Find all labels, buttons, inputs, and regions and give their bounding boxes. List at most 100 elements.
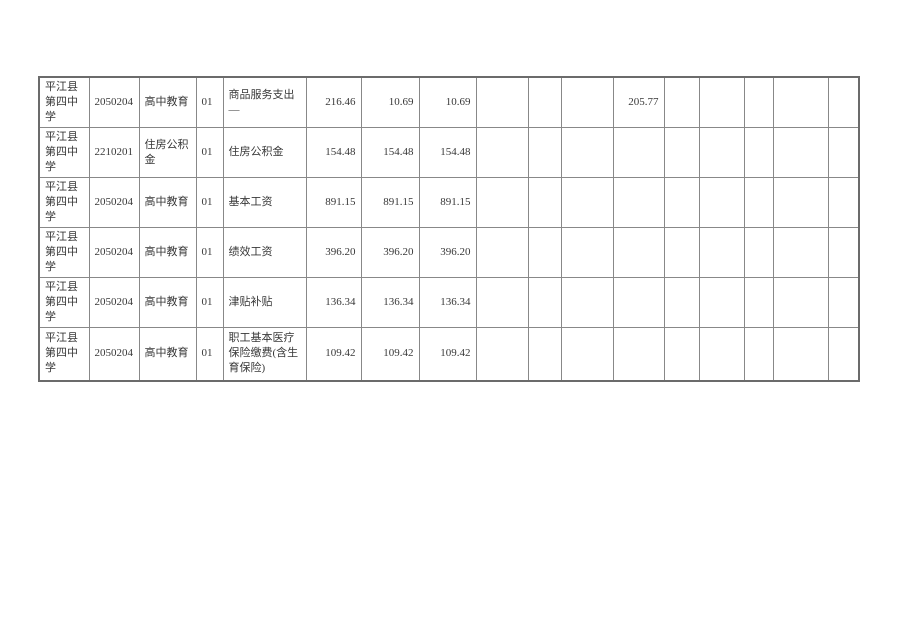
cell-function-name: 高中教育 xyxy=(138,327,197,381)
cell-function-name: 高中教育 xyxy=(138,76,197,128)
cell-amount xyxy=(475,277,529,328)
cell-amount xyxy=(698,277,745,328)
cell-amount: 10.69 xyxy=(360,76,420,128)
table-row: 平江县第四中学 2050204 高中教育 01 津贴补贴 136.34 136.34 136.… xyxy=(38,277,860,328)
cell-amount xyxy=(827,76,860,128)
cell-amount: 154.48 xyxy=(360,127,420,178)
cell-amount xyxy=(527,177,562,228)
cell-function-code: 2050204 xyxy=(88,277,140,328)
cell-economic-code: 01 xyxy=(195,227,224,278)
cell-amount xyxy=(743,227,774,278)
cell-amount xyxy=(772,76,829,128)
cell-amount xyxy=(698,127,745,178)
cell-amount xyxy=(772,127,829,178)
cell-amount xyxy=(475,327,529,381)
cell-function-name: 高中教育 xyxy=(138,277,197,328)
cell-function-code: 2050204 xyxy=(88,177,140,228)
cell-amount xyxy=(663,277,700,328)
table-row: 平江县第四中学 2050204 高中教育 01 绩效工资 396.20 396.20 396.… xyxy=(38,227,860,278)
cell-amount xyxy=(827,177,860,228)
cell-amount xyxy=(698,227,745,278)
cell-amount xyxy=(743,76,774,128)
budget-table: 平江县第四中学 2050204 高中教育 01 商品服务支出— 216.46 10.69 10… xyxy=(38,76,860,382)
cell-amount xyxy=(663,327,700,381)
cell-amount xyxy=(772,277,829,328)
cell-amount xyxy=(475,177,529,228)
cell-item-name: 商品服务支出— xyxy=(222,76,307,128)
cell-amount xyxy=(612,177,665,228)
cell-amount: 891.15 xyxy=(360,177,420,228)
cell-amount: 396.20 xyxy=(418,227,477,278)
cell-amount xyxy=(475,127,529,178)
cell-amount xyxy=(560,177,614,228)
cell-economic-code: 01 xyxy=(195,177,224,228)
cell-amount xyxy=(743,327,774,381)
cell-item-name: 津贴补贴 xyxy=(222,277,307,328)
cell-amount: 109.42 xyxy=(305,327,362,381)
cell-amount xyxy=(827,227,860,278)
cell-amount: 891.15 xyxy=(418,177,477,228)
cell-amount: 154.48 xyxy=(418,127,477,178)
cell-amount xyxy=(560,127,614,178)
cell-economic-code: 01 xyxy=(195,76,224,128)
cell-amount xyxy=(827,127,860,178)
cell-function-code: 2210201 xyxy=(88,127,140,178)
cell-amount xyxy=(612,327,665,381)
cell-amount xyxy=(612,127,665,178)
cell-amount xyxy=(560,76,614,128)
cell-function-name: 住房公积金 xyxy=(138,127,197,178)
cell-item-name: 绩效工资 xyxy=(222,227,307,278)
cell-amount: 396.20 xyxy=(360,227,420,278)
cell-amount xyxy=(698,327,745,381)
cell-amount: 109.42 xyxy=(360,327,420,381)
cell-economic-code: 01 xyxy=(195,127,224,178)
cell-amount xyxy=(772,227,829,278)
cell-economic-code: 01 xyxy=(195,277,224,328)
cell-amount xyxy=(560,227,614,278)
table-row: 平江县第四中学 2210201 住房公积金 01 住房公积金 154.48 154.48 15… xyxy=(38,127,860,178)
cell-amount xyxy=(475,227,529,278)
cell-function-code: 2050204 xyxy=(88,76,140,128)
cell-amount xyxy=(663,227,700,278)
cell-amount xyxy=(698,177,745,228)
cell-amount xyxy=(827,277,860,328)
cell-amount xyxy=(743,177,774,228)
cell-function-code: 2050204 xyxy=(88,327,140,381)
cell-function-name: 高中教育 xyxy=(138,227,197,278)
cell-function-code: 2050204 xyxy=(88,227,140,278)
cell-amount xyxy=(827,327,860,381)
table-row: 平江县第四中学 2050204 高中教育 01 职工基本医疗保险缴费(含生育保险) 109… xyxy=(38,327,860,381)
budget-table-body: 平江县第四中学 2050204 高中教育 01 商品服务支出— 216.46 10.69 10… xyxy=(38,76,860,381)
cell-item-name: 住房公积金 xyxy=(222,127,307,178)
cell-amount xyxy=(663,76,700,128)
cell-amount: 109.42 xyxy=(418,327,477,381)
table-row: 平江县第四中学 2050204 高中教育 01 商品服务支出— 216.46 10.69 10… xyxy=(38,76,860,128)
cell-amount: 10.69 xyxy=(418,76,477,128)
cell-amount xyxy=(663,127,700,178)
cell-item-name: 基本工资 xyxy=(222,177,307,228)
cell-school-name: 平江县第四中学 xyxy=(38,327,90,381)
cell-economic-code: 01 xyxy=(195,327,224,381)
cell-amount xyxy=(698,76,745,128)
cell-amount: 136.34 xyxy=(305,277,362,328)
cell-amount xyxy=(772,327,829,381)
cell-school-name: 平江县第四中学 xyxy=(38,277,90,328)
cell-amount: 136.34 xyxy=(360,277,420,328)
cell-amount xyxy=(743,127,774,178)
cell-amount: 891.15 xyxy=(305,177,362,228)
cell-amount xyxy=(560,277,614,328)
cell-amount: 205.77 xyxy=(612,76,665,128)
cell-amount xyxy=(527,277,562,328)
cell-amount xyxy=(772,177,829,228)
cell-school-name: 平江县第四中学 xyxy=(38,227,90,278)
cell-school-name: 平江县第四中学 xyxy=(38,76,90,128)
table-row: 平江县第四中学 2050204 高中教育 01 基本工资 891.15 891.15 891.… xyxy=(38,177,860,228)
cell-amount: 396.20 xyxy=(305,227,362,278)
cell-amount xyxy=(743,277,774,328)
cell-school-name: 平江县第四中学 xyxy=(38,127,90,178)
cell-amount: 154.48 xyxy=(305,127,362,178)
cell-item-name: 职工基本医疗保险缴费(含生育保险) xyxy=(222,327,307,381)
cell-amount: 136.34 xyxy=(418,277,477,328)
cell-amount xyxy=(527,327,562,381)
